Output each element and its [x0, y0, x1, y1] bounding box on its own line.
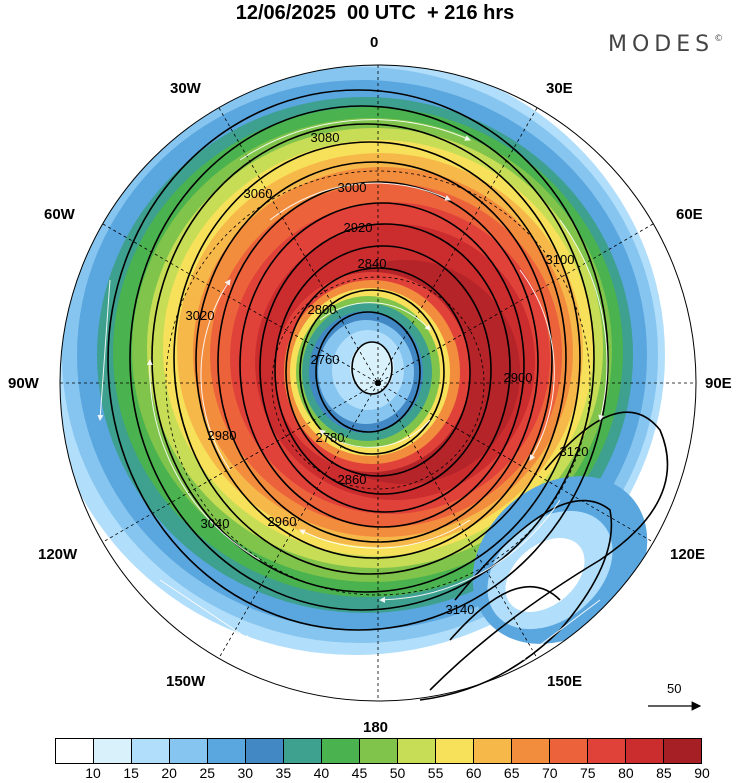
colorbar-tick-label: 70 [541, 765, 558, 781]
lon-label-180: 180 [363, 719, 389, 736]
contour-label: 2800 [308, 302, 337, 317]
colorbar-tick-label: 55 [427, 765, 444, 781]
colorbar-segment [360, 739, 398, 763]
lon-label-30e: 30E [546, 80, 573, 97]
lon-label-150w: 150W [166, 673, 206, 690]
lon-label-30w: 30W [170, 80, 201, 97]
lon-label-90w: 90W [8, 375, 39, 392]
colorbar-tick-label: 50 [389, 765, 406, 781]
contour-label: 3120 [560, 444, 589, 459]
contour-label: 2920 [344, 220, 373, 235]
contour-label: 2780 [316, 430, 345, 445]
colorbar-tick-label: 20 [161, 765, 177, 781]
colorbar-ticks: 10 15 20 25 30 35 40 45 50 55 60 65 70 75 80 85 90 [55, 765, 710, 783]
colorbar-segment [94, 739, 132, 763]
brand-mark: © [714, 34, 724, 44]
colorbar [55, 738, 702, 764]
reference-vector-label: 50 [667, 681, 682, 696]
contour-label: 2860 [338, 472, 367, 487]
lon-label-60e: 60E [676, 206, 703, 223]
colorbar-segment [550, 739, 588, 763]
colorbar-segment [56, 739, 94, 763]
contour-label: 3000 [338, 180, 367, 195]
colorbar-tick-label: 25 [199, 765, 216, 781]
colorbar-segment [588, 739, 626, 763]
contour-label: 2840 [358, 256, 387, 271]
colorbar-segment [436, 739, 474, 763]
contour-label: 3020 [186, 308, 215, 323]
lon-label-150e: 150E [547, 673, 583, 690]
contour-label: 2960 [268, 514, 297, 529]
colorbar-tick-label: 85 [656, 765, 672, 781]
colorbar-segment [284, 739, 322, 763]
lon-label-90e: 90E [705, 375, 732, 392]
contour-label: 2900 [504, 370, 533, 385]
colorbar-tick-label: 35 [275, 765, 292, 781]
colorbar-tick-label: 10 [85, 765, 101, 781]
colorbar-tick-label: 15 [123, 765, 139, 781]
colorbar-segment [512, 739, 550, 763]
contour-label: 3100 [546, 252, 575, 267]
colorbar-segment [322, 739, 360, 763]
height-contours [107, 89, 669, 701]
colorbar-tick-label: 75 [580, 765, 596, 781]
contour-label: 3140 [446, 602, 475, 617]
colorbar-segment [208, 739, 246, 763]
map-title: 12/06/2025 00 UTC + 216 hrs [235, 2, 515, 24]
colorbar-tick-label: 45 [351, 765, 368, 781]
colorbar-segment [246, 739, 284, 763]
brand-text: MODES [608, 32, 715, 57]
colorbar-segment [132, 739, 170, 763]
colorbar-tick-label: 65 [503, 765, 520, 781]
modes-logo: MODES© [608, 32, 723, 57]
contour-label: 3060 [244, 186, 273, 201]
colorbar-tick-label: 30 [237, 765, 254, 781]
colorbar-tick-label: 60 [465, 765, 482, 781]
wind-streamlines [97, 119, 608, 661]
colorbar-segment [474, 739, 512, 763]
colorbar-segment [664, 739, 701, 763]
lon-label-120w: 120W [38, 546, 78, 563]
colorbar-tick-label: 90 [694, 765, 710, 781]
colorbar-tick-label: 80 [618, 765, 634, 781]
lon-label-120e: 120E [670, 546, 706, 563]
colorbar-segment [170, 739, 208, 763]
map-boundary [59, 64, 697, 702]
contour-label: 2760 [311, 352, 340, 367]
lon-label-60w: 60W [44, 206, 75, 223]
colorbar-segment [626, 739, 664, 763]
contour-label: 3080 [311, 130, 340, 145]
contour-label: 3040 [201, 516, 230, 531]
colorbar-tick-label: 40 [313, 765, 330, 781]
contour-label: 2980 [208, 428, 237, 443]
pole-marker [375, 380, 381, 386]
contour-label-group: 3080 3060 3000 2920 2840 2800 2760 2780 … [186, 130, 589, 617]
colorbar-segment [398, 739, 436, 763]
lon-label-0: 0 [370, 34, 379, 51]
